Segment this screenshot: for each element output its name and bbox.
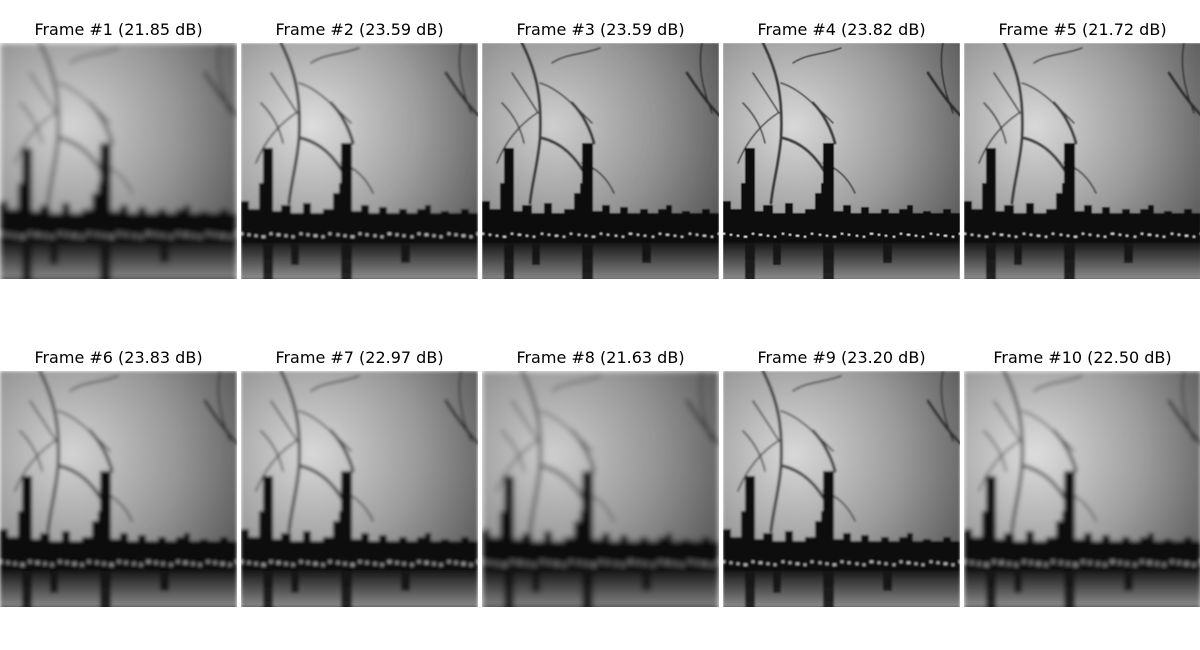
water-reflection: [263, 571, 410, 607]
night-skyline-scene: [0, 371, 237, 607]
frame-title: Frame #5 (21.72 dB): [998, 20, 1167, 39]
city-lights: [964, 561, 1195, 566]
water-reflection: [986, 243, 1133, 279]
night-skyline-scene: [241, 371, 478, 607]
frame-title: Frame #1 (21.85 dB): [34, 20, 203, 39]
frame-title: Frame #9 (23.20 dB): [757, 348, 926, 367]
frame-image: [482, 371, 719, 607]
water-reflection: [745, 243, 892, 279]
frame-image: [0, 43, 237, 279]
night-skyline-scene: [482, 43, 719, 279]
city-lights: [482, 233, 719, 238]
frame-title: Frame #6 (23.83 dB): [34, 348, 203, 367]
night-skyline-scene: [241, 43, 478, 279]
frame-image: [964, 43, 1200, 279]
frame-image: [241, 43, 478, 279]
night-skyline-scene: [723, 43, 960, 279]
frame-image: [241, 371, 478, 607]
water-reflection: [986, 571, 1133, 607]
city-lights: [482, 561, 719, 566]
frame-title: Frame #7 (22.97 dB): [275, 348, 444, 367]
frame-image: [964, 371, 1200, 607]
city-lights: [964, 233, 1195, 238]
night-skyline-scene: [964, 43, 1200, 279]
city-lights: [723, 561, 960, 566]
night-skyline-scene: [482, 371, 719, 607]
city-lights: [0, 233, 237, 238]
city-lights: [241, 233, 478, 238]
frame-image: [723, 43, 960, 279]
frame-title: Frame #10 (22.50 dB): [993, 348, 1172, 367]
water-reflection: [504, 571, 651, 607]
night-skyline-scene: [0, 43, 237, 279]
tree-branches: [978, 43, 1200, 205]
city-lights: [723, 233, 960, 238]
frame-title: Frame #8 (21.63 dB): [516, 348, 685, 367]
water-reflection: [22, 571, 169, 607]
tree-branches: [737, 371, 960, 533]
water-reflection: [745, 571, 892, 607]
city-lights: [241, 561, 478, 566]
water-reflection: [263, 243, 410, 279]
frame-image: [482, 43, 719, 279]
frame-title: Frame #4 (23.82 dB): [757, 20, 926, 39]
water-reflection: [504, 243, 651, 279]
city-lights: [0, 561, 237, 566]
frame-title: Frame #2 (23.59 dB): [275, 20, 444, 39]
tree-branches: [496, 371, 719, 533]
frame-image: [0, 371, 237, 607]
frame-title: Frame #3 (23.59 dB): [516, 20, 685, 39]
night-skyline-scene: [964, 371, 1200, 607]
frame-image: [723, 371, 960, 607]
water-reflection: [22, 243, 169, 279]
tree-branches: [14, 371, 237, 533]
tree-branches: [255, 371, 478, 533]
night-skyline-scene: [723, 371, 960, 607]
